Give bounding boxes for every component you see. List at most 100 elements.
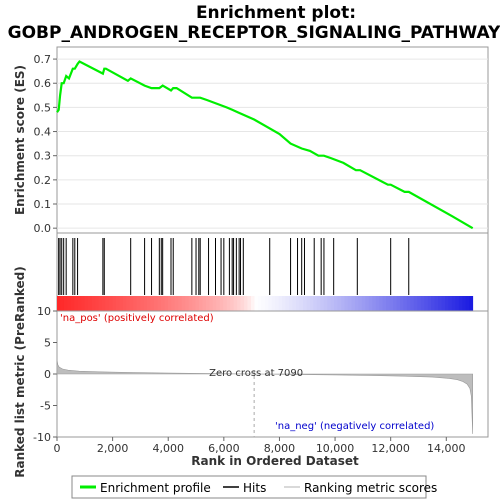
- color-bar-segment: [341, 296, 345, 311]
- color-bar-segment: [112, 296, 117, 311]
- color-bar-segment: [410, 296, 415, 311]
- color-bar-segment: [441, 296, 446, 311]
- color-bar-segment: [382, 296, 387, 311]
- color-bar-segment: [188, 296, 193, 311]
- ranking-color-bar: [57, 296, 474, 311]
- color-bar-segment: [296, 296, 300, 311]
- es-y-tick-label: 0.1: [34, 198, 52, 211]
- x-tick-label: 0: [54, 442, 61, 455]
- color-bar-segment: [334, 296, 339, 311]
- metric-y-tick-label: 0: [44, 368, 51, 381]
- color-bar-segment: [209, 296, 214, 311]
- color-bar-segment: [347, 296, 352, 311]
- color-bar-segment: [91, 296, 96, 311]
- es-y-tick-label: 0.5: [34, 101, 52, 114]
- legend: Enrichment profile Hits Ranking metric s…: [71, 475, 437, 499]
- color-bar-segment: [396, 296, 401, 311]
- color-bar-segment: [126, 296, 131, 311]
- color-bar-segment: [63, 296, 68, 311]
- color-bar-segment: [358, 296, 363, 311]
- hits-lines: [58, 238, 410, 295]
- color-bar-segment: [427, 296, 432, 311]
- color-bar-segment: [469, 296, 474, 311]
- x-tick-label: 4,000: [152, 442, 184, 455]
- hits-panel: [56, 232, 489, 312]
- color-bar-segment: [185, 296, 190, 311]
- color-bar-segment: [316, 296, 321, 311]
- color-bar-segment: [354, 296, 359, 311]
- color-bar-segment: [302, 296, 307, 311]
- color-bar-segment: [122, 296, 127, 311]
- color-bar-segment: [88, 296, 93, 311]
- color-bar-segment: [299, 296, 304, 311]
- color-bar-segment: [292, 296, 297, 311]
- color-bar-segment: [202, 296, 207, 311]
- color-bar-segment: [386, 296, 390, 311]
- color-bar-segment: [257, 296, 262, 311]
- color-bar-segment: [77, 296, 82, 311]
- color-bar-segment: [289, 296, 293, 311]
- metric-y-ticks: 10 5 0 -5 -10: [33, 305, 57, 444]
- color-bar-segment: [60, 296, 65, 311]
- color-bar-segment: [143, 296, 148, 311]
- color-bar-segment: [306, 296, 311, 311]
- x-tick-label: 2,000: [97, 442, 129, 455]
- metric-y-axis-label: Ranked list metric (PreRanked): [13, 266, 27, 478]
- color-bar-segment: [424, 296, 429, 311]
- color-bar-segment: [192, 296, 196, 311]
- x-tick-label: 14,000: [427, 442, 466, 455]
- color-bar-segment: [389, 296, 394, 311]
- color-bar-segment: [278, 296, 283, 311]
- color-bar-segment: [365, 296, 370, 311]
- color-bar-segment: [406, 296, 411, 311]
- x-tick-label: 10,000: [316, 442, 355, 455]
- color-bar-segment: [320, 296, 325, 311]
- color-bar-segment: [57, 296, 61, 311]
- color-bar-segment: [181, 296, 186, 311]
- color-bar-segment: [351, 296, 356, 311]
- color-bar-segment: [323, 296, 328, 311]
- color-bar-segment: [268, 296, 273, 311]
- color-bar-segment: [309, 296, 314, 311]
- color-bar-segment: [84, 296, 89, 311]
- color-bar-segment: [150, 296, 155, 311]
- es-y-tick-label: 0.7: [34, 53, 52, 66]
- color-bar-segment: [153, 296, 158, 311]
- color-bar-segment: [271, 296, 276, 311]
- color-bar-segment: [244, 296, 248, 311]
- x-tick-label: 6,000: [208, 442, 240, 455]
- color-bar-segment: [250, 296, 255, 311]
- color-bar-segment: [261, 296, 266, 311]
- metric-y-tick-label: 10: [37, 305, 51, 318]
- color-bar-segment: [434, 296, 439, 311]
- legend-enrichment-profile: Enrichment profile: [100, 481, 211, 495]
- metric-y-tick-label: -10: [33, 431, 51, 444]
- color-bar-segment: [448, 296, 453, 311]
- enrichment-profile-line: [56, 60, 474, 230]
- chart-title-line1: Enrichment plot:: [196, 3, 356, 23]
- color-bar-segment: [379, 296, 384, 311]
- zero-cross-label: Zero cross at 7090: [209, 368, 303, 379]
- color-bar-segment: [337, 296, 342, 311]
- color-bar-segment: [105, 296, 110, 311]
- chart-title-line2: GOBP_ANDROGEN_RECEPTOR_SIGNALING_PATHWAY: [8, 23, 500, 43]
- color-bar-segment: [458, 296, 463, 311]
- es-y-tick-label: 0.0: [34, 222, 52, 235]
- color-bar-segment: [233, 296, 238, 311]
- x-axis-label: Rank in Ordered Dataset: [191, 454, 359, 468]
- metric-y-tick-label: -5: [40, 400, 51, 413]
- pos-label: 'na_pos' (positively correlated): [60, 313, 214, 324]
- color-bar-segment: [420, 296, 425, 311]
- color-bar-segment: [195, 296, 200, 311]
- color-bar-segment: [372, 296, 377, 311]
- ranking-metric-area: [56, 359, 473, 434]
- color-bar-segment: [403, 296, 408, 311]
- color-bar-segment: [136, 296, 141, 311]
- color-bar-segment: [417, 296, 422, 311]
- color-bar-segment: [282, 296, 287, 311]
- color-bar-segment: [375, 296, 380, 311]
- color-bar-segment: [133, 296, 138, 311]
- color-bar-segment: [115, 296, 120, 311]
- color-bar-segment: [313, 296, 318, 311]
- es-panel-frame: [56, 46, 489, 234]
